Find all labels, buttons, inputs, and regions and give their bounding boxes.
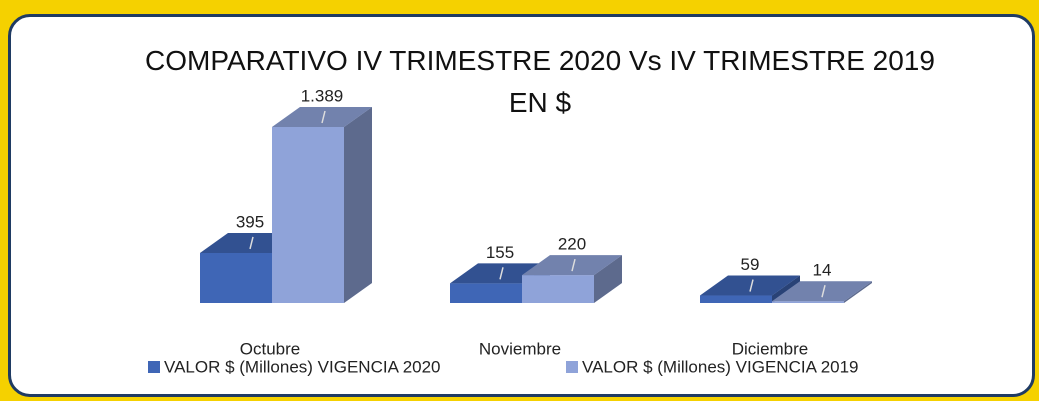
x-tick-label: Diciembre [732,339,809,358]
bar-side [594,255,622,303]
data-label: 59 [741,255,760,274]
leader-line [321,110,326,124]
bar-top [772,281,872,302]
leader-line [571,258,576,272]
bar-front [522,275,594,303]
bar-side [344,107,372,303]
bar-side-shade [844,281,872,303]
bar-front [200,252,272,303]
x-tick-label: Octubre [240,339,300,358]
data-label: 395 [236,212,264,231]
legend-swatch [566,361,578,373]
x-tick-label: Noviembre [479,339,561,358]
data-label: 14 [813,261,832,280]
leader-line [821,285,826,298]
bar-side-shade [344,107,372,303]
bar-top [522,255,622,276]
bar-front [700,295,772,303]
bar-side [772,275,800,303]
legend-label: VALOR $ (Millones) VIGENCIA 2020 [164,357,441,376]
bar-side-shade [772,275,800,303]
leader-line [499,267,504,280]
legend-swatch [148,361,160,373]
bar-top-shade [272,107,372,127]
bar-top-shade [522,255,622,276]
data-label: 155 [486,243,514,262]
data-label: 1.389 [301,86,344,105]
bar-front [450,283,522,303]
bar-top [700,275,800,296]
bar-side-shade [594,255,622,303]
leader-line [249,236,254,250]
bar-front [772,301,844,303]
bar-top-shade [772,281,872,302]
bar-front [272,127,344,303]
bar-top-shade [700,275,800,296]
chart-title: COMPARATIVO IV TRIMESTRE 2020 Vs IV TRIM… [145,45,935,118]
chart-frame [8,14,1035,397]
bar-top [272,107,372,127]
legend-label: VALOR $ (Millones) VIGENCIA 2019 [582,357,859,376]
bar-side [844,281,872,303]
leader-line [749,279,754,292]
data-label: 220 [558,235,586,254]
